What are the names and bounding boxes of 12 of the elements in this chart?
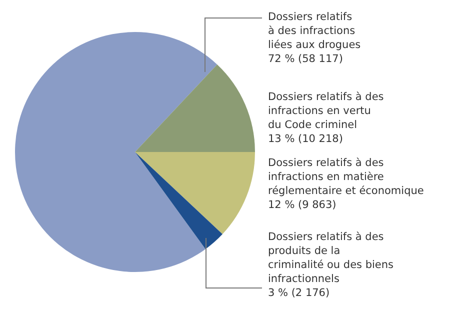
data-label: 13 % (10 218) xyxy=(268,133,343,145)
pie-slice xyxy=(135,152,255,234)
data-label: 3 % (2 176) xyxy=(268,287,330,299)
slice-label: Dossiers relatifs à des infractions en vertu du Code criminel xyxy=(268,91,384,131)
data-label: 72 % (58 117) xyxy=(268,53,343,65)
slice-label: Dossiers relatifs à des produits de la criminalité ou des biens infractionnels xyxy=(268,231,394,285)
data-label: 12 % (9 863) xyxy=(268,199,336,211)
slice-label: Dossiers relatifs à des infractions liées aux drogues xyxy=(268,11,361,51)
slice-label: Dossiers relatifs à des infractions en matière réglementaire et économique xyxy=(268,157,424,197)
pie-slice xyxy=(15,32,218,272)
pie-slice xyxy=(135,152,222,250)
pie-slice xyxy=(135,64,255,152)
